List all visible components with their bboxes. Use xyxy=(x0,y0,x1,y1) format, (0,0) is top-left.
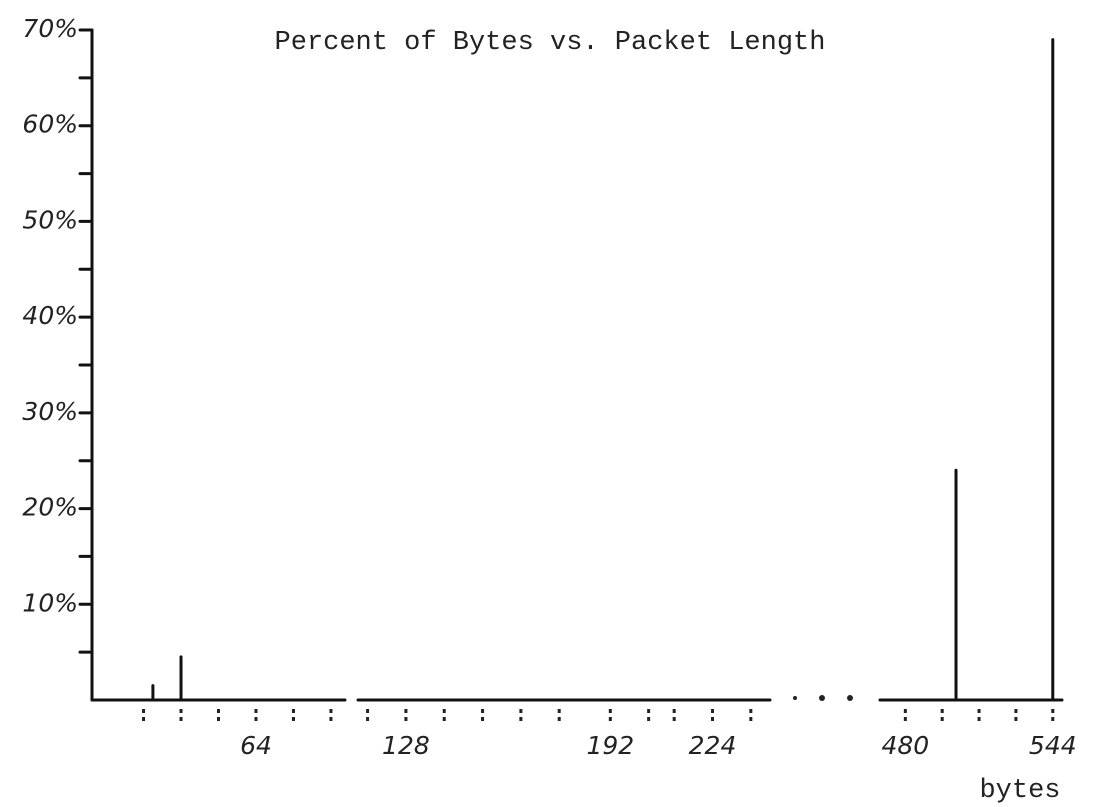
x-tick xyxy=(1051,717,1055,721)
x-tick xyxy=(672,717,676,721)
y-tick-label: 20% xyxy=(22,493,78,522)
x-tick xyxy=(179,709,183,713)
break-dot xyxy=(793,696,797,700)
x-tick xyxy=(903,709,907,713)
x-tick-label: 544 xyxy=(1029,731,1077,760)
x-tick xyxy=(481,717,485,721)
x-tick xyxy=(404,717,408,721)
x-tick xyxy=(179,717,183,721)
x-tick xyxy=(672,709,676,713)
x-tick xyxy=(977,709,981,713)
break-dot xyxy=(847,695,853,701)
axis-break xyxy=(793,695,853,701)
x-tick xyxy=(1014,717,1018,721)
x-tick xyxy=(519,717,523,721)
x-tick xyxy=(1014,709,1018,713)
x-tick xyxy=(647,717,651,721)
x-tick xyxy=(711,709,715,713)
x-tick xyxy=(519,709,523,713)
x-tick xyxy=(217,709,220,713)
x-tick xyxy=(329,717,333,721)
x-tick xyxy=(903,717,907,721)
chart-title: Percent of Bytes vs. Packet Length xyxy=(275,28,826,58)
x-tick-label: 192 xyxy=(586,731,634,760)
x-tick-label: 480 xyxy=(881,731,929,760)
x-axis-label: bytes xyxy=(979,776,1060,806)
x-tick xyxy=(557,717,561,721)
x-tick xyxy=(142,717,146,721)
x-tick xyxy=(366,709,370,713)
x-tick xyxy=(940,709,944,713)
x-tick xyxy=(442,709,446,713)
x-tick xyxy=(142,709,146,713)
x-tick xyxy=(749,717,753,721)
x-tick-label: 128 xyxy=(382,731,430,760)
x-tick xyxy=(291,717,295,721)
y-tick-label: 50% xyxy=(22,205,78,234)
x-tick xyxy=(977,717,981,721)
y-tick-label: 30% xyxy=(22,397,78,426)
y-tick-label: 40% xyxy=(22,301,78,330)
x-tick xyxy=(608,717,612,721)
y-tick-label: 70% xyxy=(22,14,78,43)
x-tick xyxy=(254,717,258,721)
x-tick xyxy=(366,717,370,721)
y-tick-label: 60% xyxy=(22,110,78,139)
x-tick xyxy=(254,709,258,713)
y-tick-label: 10% xyxy=(22,588,78,617)
x-tick-label: 224 xyxy=(689,731,737,760)
x-tick xyxy=(481,709,485,713)
break-dot xyxy=(819,695,825,701)
x-tick-label: 64 xyxy=(240,731,272,760)
x-tick xyxy=(940,717,944,721)
x-tick xyxy=(557,709,561,713)
x-tick xyxy=(404,709,408,713)
x-tick xyxy=(711,717,715,721)
x-tick xyxy=(749,709,753,713)
x-tick xyxy=(442,717,446,721)
x-tick xyxy=(329,709,333,713)
x-tick xyxy=(291,709,295,713)
x-tick xyxy=(647,709,651,713)
x-tick xyxy=(217,717,220,721)
x-tick xyxy=(1051,709,1055,713)
x-tick xyxy=(608,709,612,713)
